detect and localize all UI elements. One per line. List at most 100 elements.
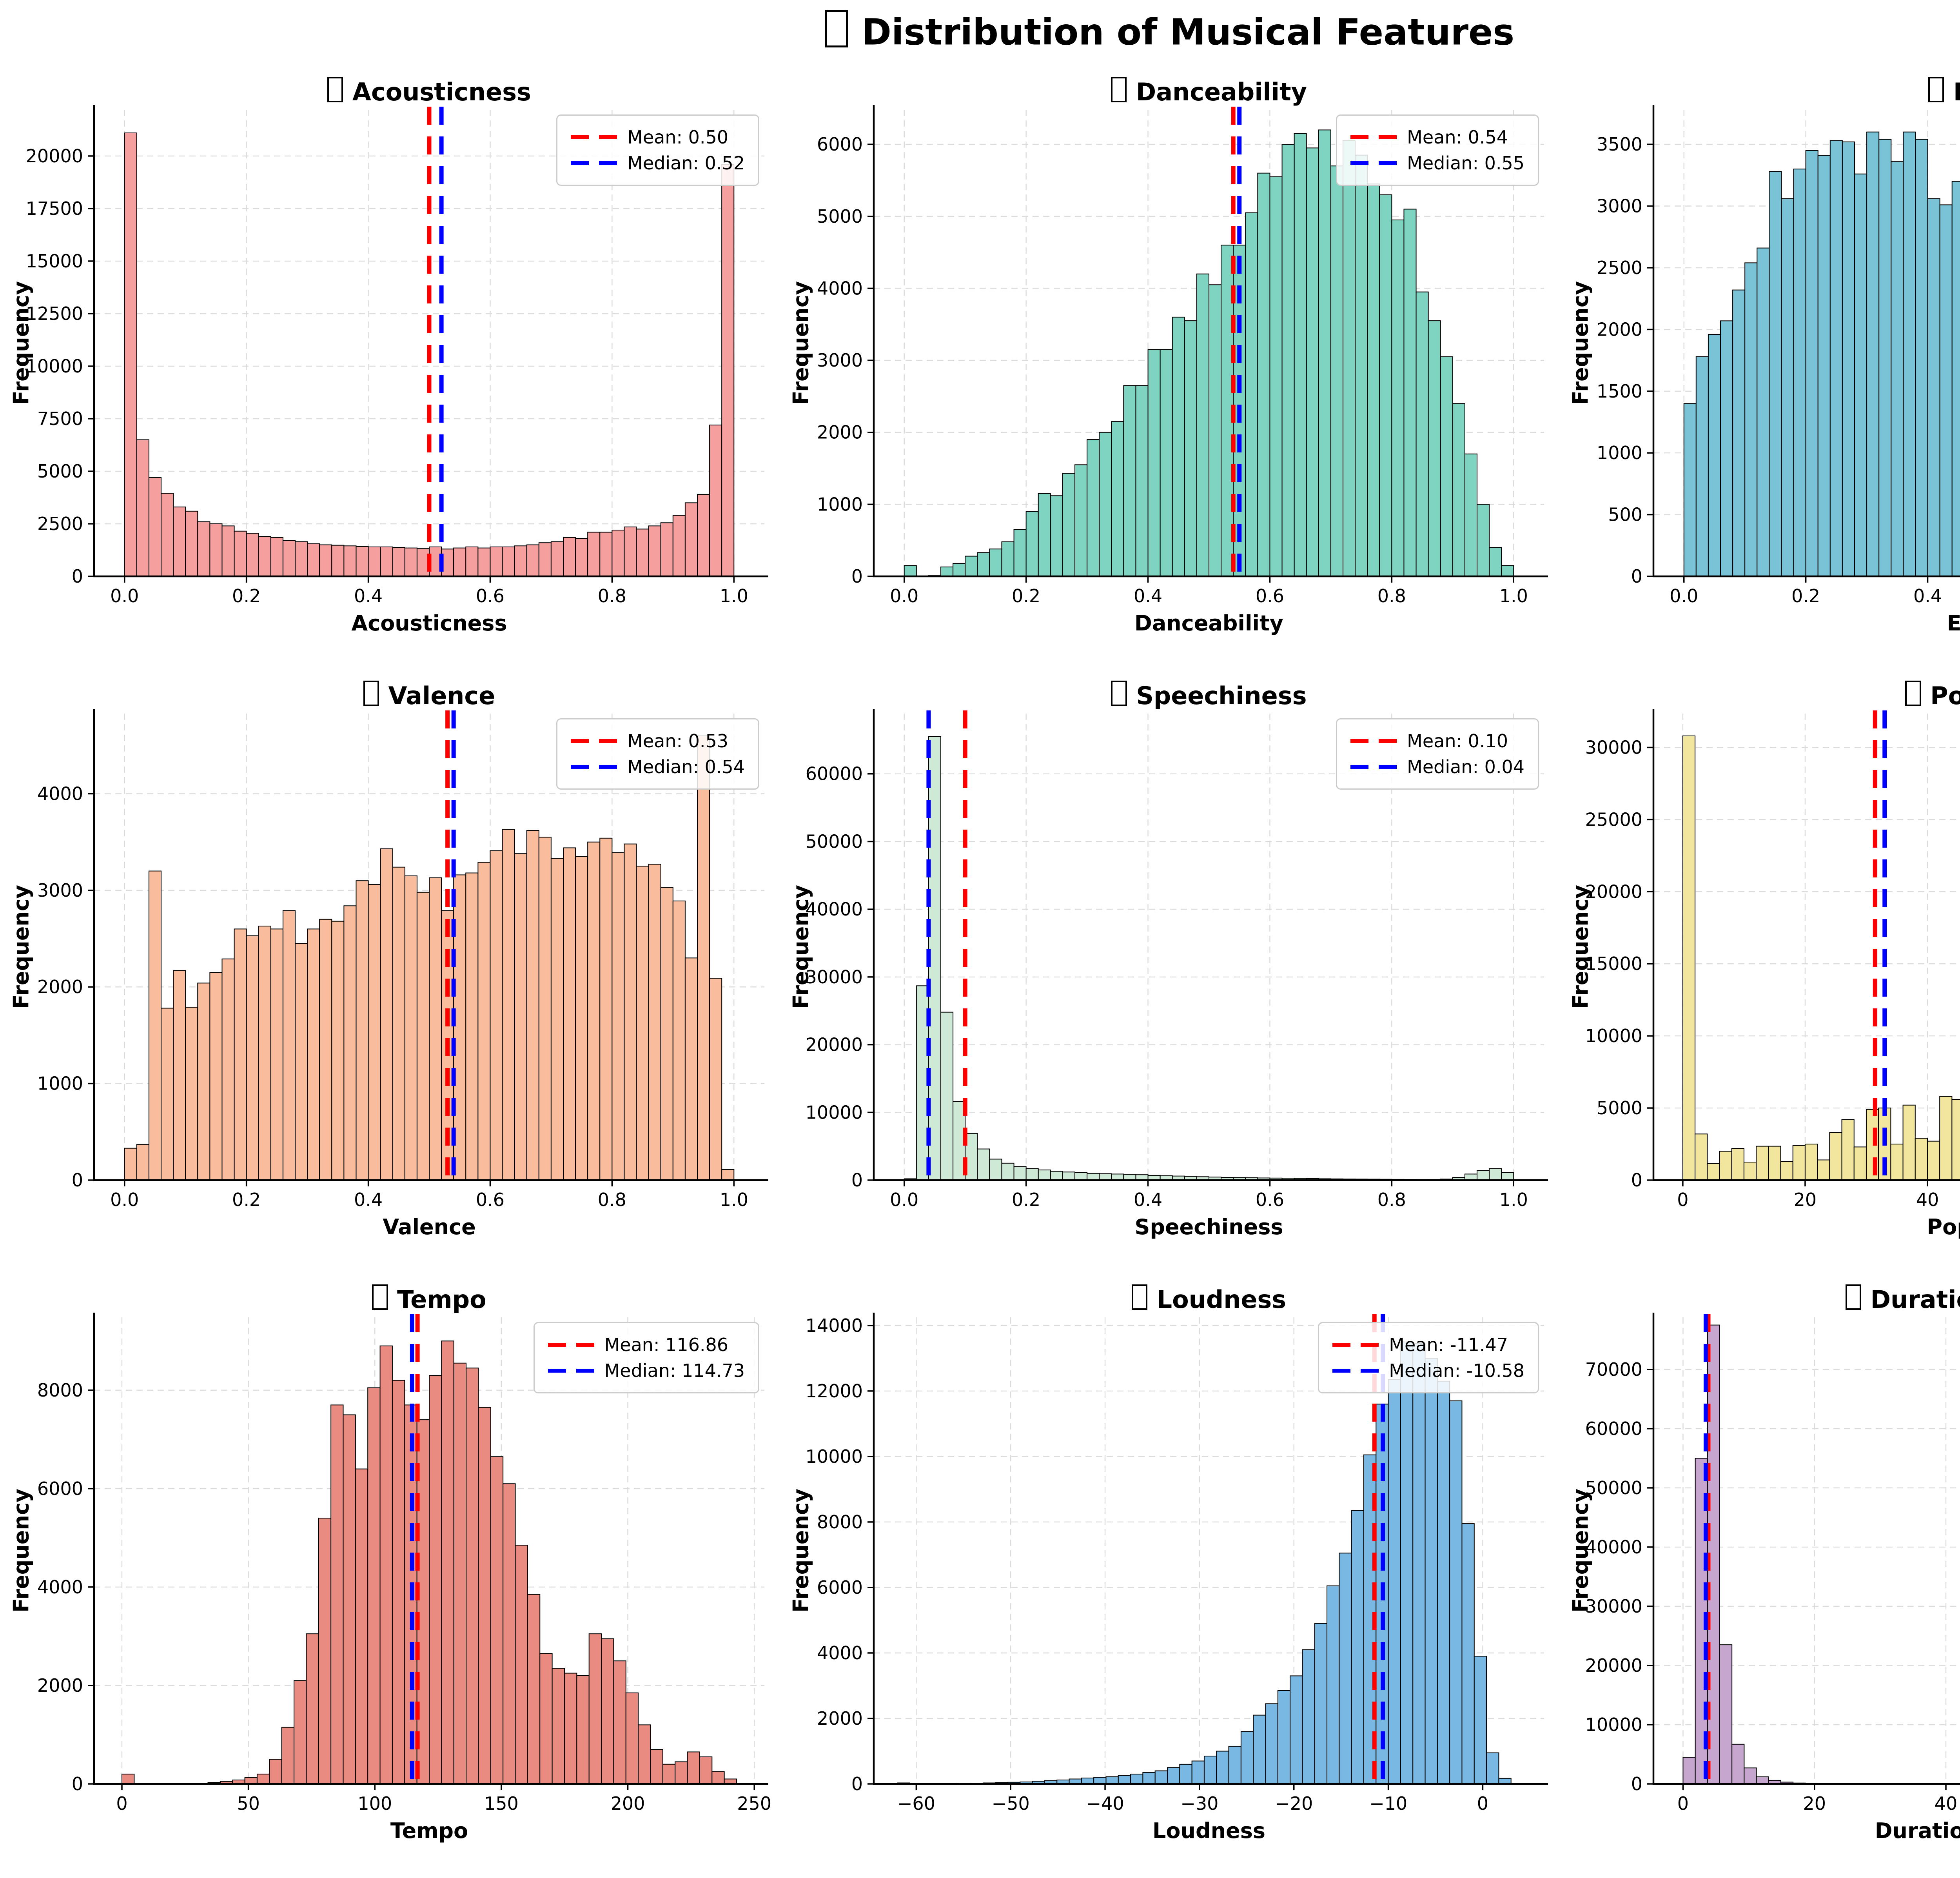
x-tick-label: −30 — [1180, 1793, 1218, 1814]
histogram-bar — [125, 1148, 137, 1180]
histogram-bar — [417, 892, 429, 1180]
histogram-bar — [637, 866, 649, 1180]
histogram-bar — [1805, 1144, 1817, 1180]
duration-histogram: 0204060800100002000030000400005000060000… — [1559, 1274, 1960, 1878]
histogram-bar — [1842, 142, 1855, 576]
histogram-bar — [600, 838, 612, 1180]
histogram-bar — [1245, 213, 1258, 576]
histogram-bar — [1695, 1134, 1707, 1180]
x-tick-label: 200 — [611, 1793, 645, 1814]
histogram-bar — [575, 857, 588, 1180]
x-tick-label: 150 — [484, 1793, 519, 1814]
histogram-bar — [637, 529, 649, 576]
histogram-bar — [1829, 1133, 1842, 1180]
y-tick-label: 15000 — [1585, 953, 1642, 974]
histogram-bar — [478, 1408, 490, 1784]
histogram-bar — [283, 541, 295, 576]
y-axis-label: Frequency — [789, 281, 813, 405]
histogram-bar — [1192, 1761, 1204, 1784]
y-tick-label: 70000 — [1585, 1359, 1642, 1380]
x-tick-label: 0.4 — [1134, 585, 1162, 607]
histogram-bar — [222, 526, 234, 576]
histogram-bar — [1720, 1645, 1732, 1784]
histogram-bar — [1683, 736, 1695, 1180]
median-line-sample — [548, 1369, 594, 1373]
y-tick-label: 0 — [1631, 566, 1642, 587]
histogram-bar — [1501, 565, 1514, 576]
histogram-bar — [1343, 141, 1355, 576]
x-axis-label: Danceability — [874, 611, 1544, 636]
histogram-bar — [1477, 504, 1489, 576]
histogram-bar — [965, 556, 977, 576]
histogram-bar — [1794, 169, 1806, 576]
histogram-bar — [185, 1007, 198, 1180]
y-tick-label: 2000 — [37, 1675, 83, 1696]
histogram-bar — [478, 548, 490, 576]
y-tick-label: 8000 — [37, 1380, 83, 1401]
x-tick-label: 0 — [1677, 1189, 1688, 1210]
histogram-bar — [173, 970, 185, 1180]
legend: Mean: 0.10 Median: 0.04 — [1336, 718, 1539, 790]
histogram-bar — [1769, 171, 1781, 576]
histogram-bar — [722, 164, 734, 576]
histogram-bar — [539, 543, 551, 576]
histogram-bar — [1253, 1715, 1265, 1784]
subplot-title: Popularity — [1653, 681, 1960, 710]
histogram-bar — [1282, 144, 1294, 576]
y-tick-label: 5000 — [817, 206, 863, 227]
histogram-bar — [977, 552, 989, 576]
histogram-bar — [122, 1774, 134, 1784]
subplot-duration: 0204060800100002000030000400005000060000… — [1559, 1274, 1960, 1878]
histogram-bar — [245, 1778, 257, 1784]
histogram-bar — [1131, 1774, 1143, 1784]
x-tick-label: 0.2 — [232, 1189, 261, 1210]
histogram-bar — [624, 844, 636, 1180]
y-tick-label: 40000 — [1585, 1537, 1642, 1558]
histogram-bar — [466, 1368, 478, 1784]
histogram-bar — [661, 523, 673, 576]
histogram-bar — [1111, 1174, 1123, 1180]
legend-mean-entry: Mean: 0.54 — [1350, 124, 1524, 150]
x-axis-label: Tempo — [94, 1818, 764, 1843]
legend: Mean: 0.50 Median: 0.52 — [556, 114, 759, 186]
histogram-bar — [198, 983, 210, 1180]
histogram-bar — [710, 978, 722, 1180]
x-tick-label: −50 — [992, 1793, 1030, 1814]
x-tick-label: 0.4 — [354, 1189, 383, 1210]
subplot-title: Energy — [1653, 77, 1960, 106]
histogram-bar — [491, 1457, 503, 1784]
histogram-bar — [393, 547, 405, 576]
histogram-bar — [1063, 1172, 1075, 1180]
x-tick-label: 0.2 — [1791, 585, 1820, 607]
histogram-bar — [649, 864, 661, 1180]
x-tick-label: 0.0 — [110, 1189, 139, 1210]
histogram-bar — [551, 859, 563, 1180]
x-tick-label: 0.2 — [1012, 1189, 1040, 1210]
histogram-bar — [1106, 1777, 1118, 1784]
legend: Mean: 0.54 Median: 0.55 — [1336, 114, 1539, 186]
x-tick-label: 1.0 — [720, 585, 748, 607]
histogram-bar — [1707, 1164, 1719, 1180]
x-tick-label: 20 — [1803, 1793, 1826, 1814]
histogram-bar — [1136, 385, 1148, 576]
histogram-bar — [1002, 542, 1014, 576]
histogram-bar — [1111, 421, 1123, 576]
x-axis-label: Duration (minutes) — [1653, 1818, 1960, 1843]
subplot-title: Acousticness — [94, 77, 764, 106]
histogram-bar — [528, 1595, 540, 1784]
histogram-bar — [1855, 174, 1867, 576]
histogram-bar — [663, 1764, 675, 1784]
histogram-bar — [1781, 1161, 1793, 1180]
mean-line-sample — [1350, 135, 1397, 139]
x-tick-label: 0 — [1477, 1793, 1488, 1814]
histogram-bar — [1388, 1380, 1401, 1784]
y-tick-label: 1000 — [817, 494, 863, 515]
legend-mean-entry: Mean: 0.10 — [1350, 728, 1524, 754]
histogram-bar — [989, 1159, 1002, 1180]
histogram-bar — [1155, 1771, 1167, 1784]
histogram-bar — [1099, 1174, 1111, 1180]
histogram-bar — [1489, 548, 1501, 576]
missing-glyph-icon — [1846, 1284, 1861, 1310]
y-axis-label: Frequency — [1568, 1489, 1593, 1613]
histogram-bar — [332, 921, 344, 1180]
